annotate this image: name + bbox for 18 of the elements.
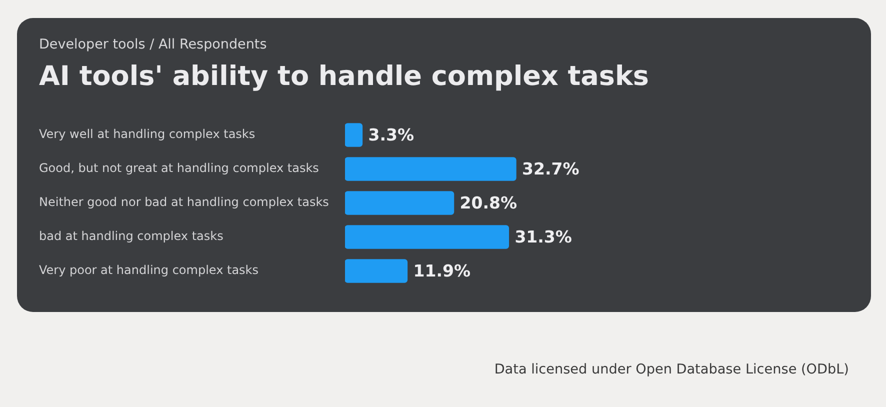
y-tick-label: Neither good nor bad at handling complex tasks <box>39 195 329 210</box>
text: Data licensed under Open Database License (ODbL) <box>494 362 849 378</box>
bar <box>345 123 363 147</box>
text: Developer tools / All Respondents <box>39 36 267 52</box>
bar <box>345 157 516 181</box>
data-label: 3.3% <box>368 125 414 144</box>
chart-title: AI tools' ability to handle complex tasks <box>39 61 649 92</box>
y-tick-label: Very poor at handling complex tasks <box>39 263 258 278</box>
bar <box>345 191 454 215</box>
bar <box>345 259 408 283</box>
data-label: 32.7% <box>522 159 580 178</box>
data-label: 11.9% <box>413 261 471 280</box>
y-tick-label: Very well at handling complex tasks <box>39 127 256 142</box>
y-tick-label: bad at handling complex tasks <box>39 229 224 244</box>
data-label: 31.3% <box>514 227 572 246</box>
data-label: 20.8% <box>460 193 518 212</box>
y-tick-label: Good, but not great at handling complex tasks <box>39 161 319 176</box>
bar <box>345 225 510 249</box>
